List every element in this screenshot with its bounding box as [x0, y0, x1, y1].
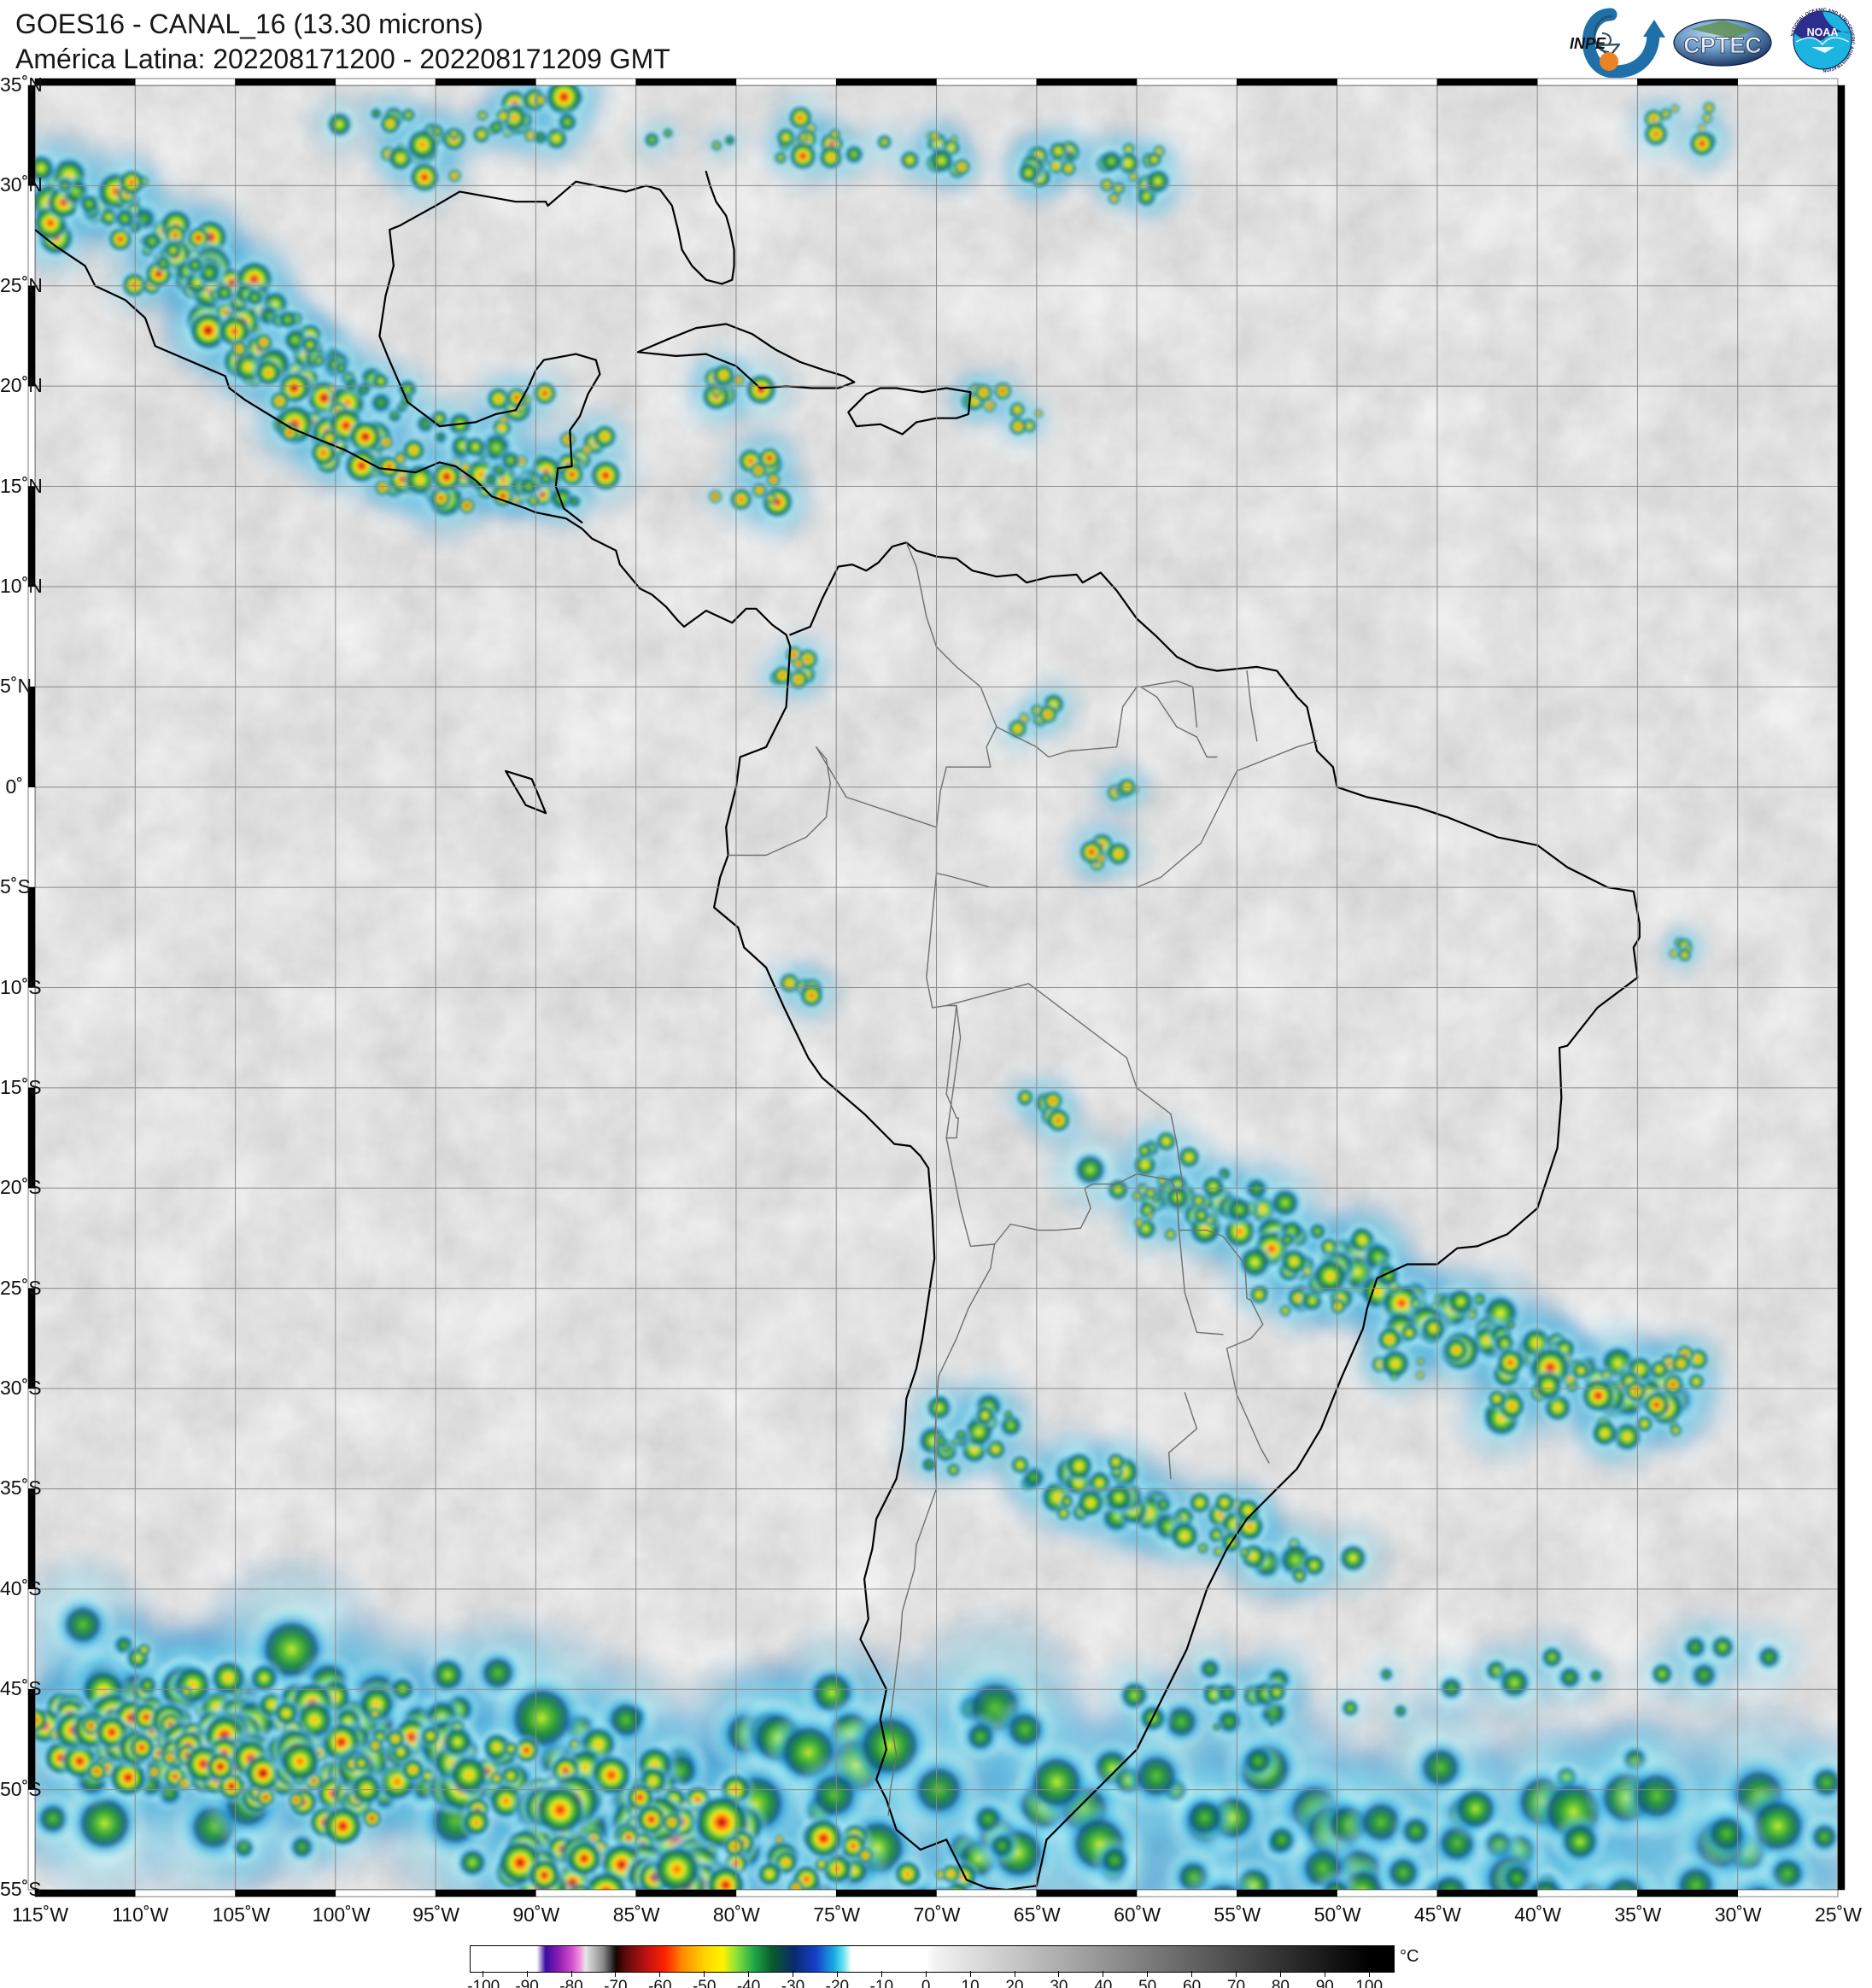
svg-text:INPE: INPE: [1570, 35, 1606, 52]
svg-text:NOAA: NOAA: [1807, 26, 1839, 38]
svg-text:CPTEC: CPTEC: [1683, 32, 1762, 58]
